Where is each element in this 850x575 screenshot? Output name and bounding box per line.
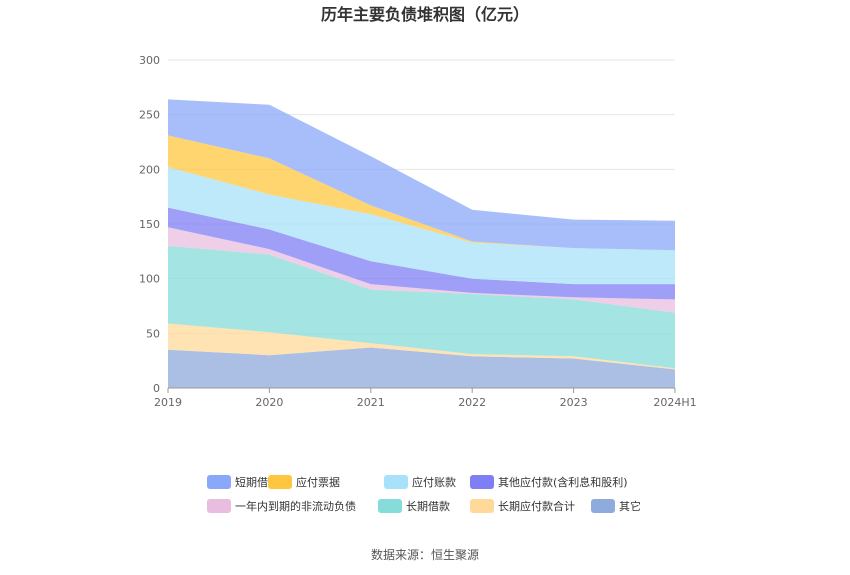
legend-swatch: [207, 475, 231, 489]
x-tick-label: 2024H1: [653, 396, 696, 409]
legend-label: 应付账款: [412, 475, 456, 489]
x-tick-label: 2020: [255, 396, 283, 409]
y-tick-label: 200: [139, 163, 160, 176]
x-tick-label: 2019: [154, 396, 182, 409]
legend-label: 长期借款: [406, 499, 450, 513]
legend-label: 其他应付款(含利息和股利): [498, 475, 628, 489]
legend: 短期借款 应付票据 应付账款 其他应付款(含利息和股利)一年内到期的非流动负债 长期借款…: [207, 475, 641, 513]
y-tick-label: 50: [146, 327, 160, 340]
legend-swatch: [268, 475, 292, 489]
legend-label: 长期应付款合计: [498, 499, 575, 513]
area-应付账款: [168, 167, 675, 285]
x-tick-label: 2023: [560, 396, 588, 409]
area-series: [168, 99, 675, 388]
legend-swatch: [591, 499, 615, 513]
y-tick-label: 0: [153, 382, 160, 395]
data-source: 数据来源：恒生聚源: [371, 547, 479, 562]
legend-label: 一年内到期的非流动负债: [235, 499, 356, 513]
y-tick-label: 300: [139, 54, 160, 67]
legend-swatch: [207, 499, 231, 513]
area-短期借款: [168, 99, 675, 251]
legend-swatch: [470, 499, 494, 513]
area-应付票据: [168, 135, 675, 251]
legend-label: 其它: [619, 499, 641, 513]
legend-swatch: [378, 499, 402, 513]
y-tick-label: 150: [139, 218, 160, 231]
legend-swatch: [384, 475, 408, 489]
area-长期应付款合计: [168, 323, 675, 370]
area-其它: [168, 347, 675, 388]
axes: 0 50 100 150 200 250 300 2019 2020 2021 2022 2023 20…: [139, 54, 697, 409]
chart-title: 历年主要负债堆积图（亿元）: [321, 5, 529, 24]
legend-label: 应付票据: [296, 475, 340, 489]
area-长期借款: [168, 245, 675, 369]
area-其他应付款(含利息和股利): [168, 207, 675, 300]
x-tick-label: 2021: [357, 396, 385, 409]
legend-swatch: [470, 475, 494, 489]
area-一年内到期的非流动负债: [168, 227, 675, 313]
x-tick-label: 2022: [458, 396, 486, 409]
y-tick-label: 100: [139, 273, 160, 286]
y-tick-label: 250: [139, 109, 160, 122]
